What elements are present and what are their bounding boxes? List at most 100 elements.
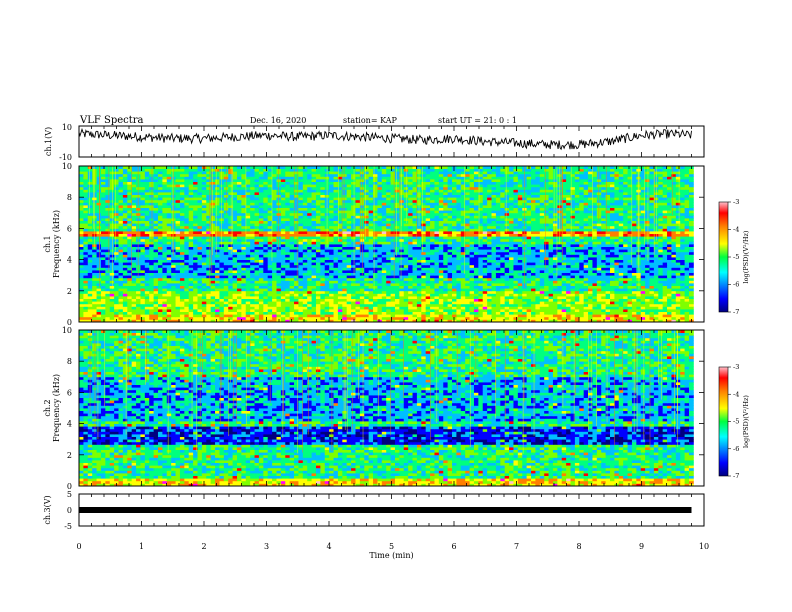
spectrogram-cell bbox=[557, 244, 563, 247]
spectrogram-cell bbox=[381, 296, 387, 299]
spectrogram-cell bbox=[219, 249, 225, 253]
spectrogram-cell bbox=[653, 280, 659, 284]
spectrogram-cell bbox=[390, 257, 396, 260]
spectrogram-cell bbox=[241, 233, 247, 237]
spectrogram-cell bbox=[307, 241, 312, 245]
spectrogram-cell bbox=[478, 293, 484, 297]
spectrogram-cell bbox=[140, 290, 146, 294]
spectrogram-cell bbox=[241, 288, 247, 292]
spectrogram-cell bbox=[241, 303, 247, 307]
spectrogram-cell bbox=[272, 311, 277, 315]
spectrogram-cell bbox=[574, 283, 580, 286]
spectrogram-cell bbox=[118, 233, 124, 237]
spectrogram-cell bbox=[394, 246, 400, 250]
spectrogram-cell bbox=[482, 293, 488, 297]
spectrogram-cell bbox=[276, 283, 282, 286]
spectrogram-cell bbox=[473, 241, 479, 245]
spectrogram-cell bbox=[302, 275, 308, 279]
spectrogram-cell bbox=[386, 316, 391, 320]
spectrogram-cell bbox=[206, 309, 212, 312]
spectrogram-cell bbox=[197, 319, 203, 323]
spectrogram-cell bbox=[184, 285, 190, 289]
spectrogram-cell bbox=[662, 314, 668, 318]
spectrogram-cell bbox=[667, 246, 672, 250]
spectrogram-cell bbox=[658, 290, 664, 294]
spectrogram-cell bbox=[162, 249, 168, 253]
spectrogram-cell bbox=[482, 316, 488, 320]
spectrogram-cell bbox=[544, 306, 549, 310]
spectrogram-cell bbox=[351, 311, 356, 315]
spectrogram-cell bbox=[351, 301, 356, 305]
spectrogram-cell bbox=[100, 309, 106, 312]
spectrogram-cell bbox=[504, 275, 510, 279]
spectrogram-cell bbox=[100, 264, 106, 268]
spectrogram-cell bbox=[394, 316, 400, 320]
spectrogram-cell bbox=[610, 296, 615, 299]
spectrogram-cell bbox=[561, 246, 567, 250]
spectrogram-cell bbox=[368, 249, 374, 253]
spectrogram-cell bbox=[478, 311, 484, 315]
spectrogram-cell bbox=[601, 316, 607, 320]
spectrogram-cell bbox=[539, 275, 545, 279]
spectrogram-cell bbox=[131, 280, 137, 284]
spectrogram-cell bbox=[184, 309, 190, 312]
spectrogram-cell bbox=[149, 277, 154, 281]
spectrogram-cell bbox=[364, 314, 370, 318]
spectrogram-cell bbox=[250, 309, 255, 312]
spectrogram-cell bbox=[122, 316, 128, 320]
spectrogram-cell bbox=[592, 251, 598, 255]
spectrogram-cell bbox=[399, 290, 405, 294]
spectrogram-cell bbox=[241, 293, 247, 297]
spectrogram-cell bbox=[201, 275, 207, 279]
spectrogram-cell bbox=[535, 277, 541, 281]
spectrogram-cell bbox=[631, 275, 637, 279]
spectrogram-cell bbox=[157, 306, 163, 310]
spectrogram-cell bbox=[684, 306, 690, 310]
spectrogram-cell bbox=[680, 296, 685, 299]
spectrogram-cell bbox=[623, 246, 628, 250]
spectrogram-cell bbox=[179, 246, 185, 250]
spectrogram-cell bbox=[263, 244, 269, 247]
spectrogram-cell bbox=[377, 231, 383, 234]
spectrogram-cell bbox=[684, 275, 690, 279]
spectrogram-cell bbox=[460, 246, 466, 250]
spectrogram-cell bbox=[430, 249, 435, 253]
spectrogram-cell bbox=[346, 296, 352, 299]
spectrogram-cell bbox=[193, 249, 198, 253]
spectrogram-cell bbox=[386, 251, 391, 255]
spectrogram-cell bbox=[460, 280, 466, 284]
spectrogram-cell bbox=[228, 319, 233, 323]
spectrogram-cell bbox=[197, 311, 203, 315]
spectrogram-cell bbox=[579, 272, 585, 276]
spectrogram-cell bbox=[337, 238, 343, 242]
spectrogram-cell bbox=[105, 236, 111, 240]
spectrogram-cell bbox=[162, 236, 168, 240]
spectrogram-cell bbox=[206, 254, 212, 258]
spectrogram-cell bbox=[653, 254, 659, 258]
spectrogram-cell bbox=[87, 301, 93, 305]
spectrogram-cell bbox=[631, 249, 637, 253]
spectrogram-cell bbox=[258, 233, 264, 237]
spectrogram-cell bbox=[368, 306, 374, 310]
spectrogram-cell bbox=[307, 259, 312, 263]
spectrogram-cell bbox=[579, 267, 585, 271]
spectrogram-cell bbox=[307, 296, 312, 299]
spectrogram-cell bbox=[460, 264, 466, 268]
spectrogram-cell bbox=[640, 251, 646, 255]
spectrogram-cell bbox=[254, 262, 260, 266]
spectrogram-cell bbox=[263, 264, 269, 268]
spectrogram-cell bbox=[351, 296, 356, 299]
spectrogram-cell bbox=[671, 272, 677, 276]
spectrogram-cell bbox=[215, 288, 220, 292]
spectrogram-cell bbox=[127, 311, 133, 315]
spectrogram-cell bbox=[175, 314, 181, 318]
spectrogram-cell bbox=[127, 316, 133, 320]
spectrogram-cell bbox=[491, 298, 497, 302]
spectrogram-cell bbox=[109, 319, 115, 323]
spectrogram-cell bbox=[219, 316, 225, 320]
spectrogram-cell bbox=[557, 303, 563, 307]
spectrogram-cell bbox=[219, 296, 225, 299]
spectrogram-cell bbox=[614, 280, 620, 284]
spectrogram-cell bbox=[566, 290, 571, 294]
spectrogram-cell bbox=[263, 311, 269, 315]
